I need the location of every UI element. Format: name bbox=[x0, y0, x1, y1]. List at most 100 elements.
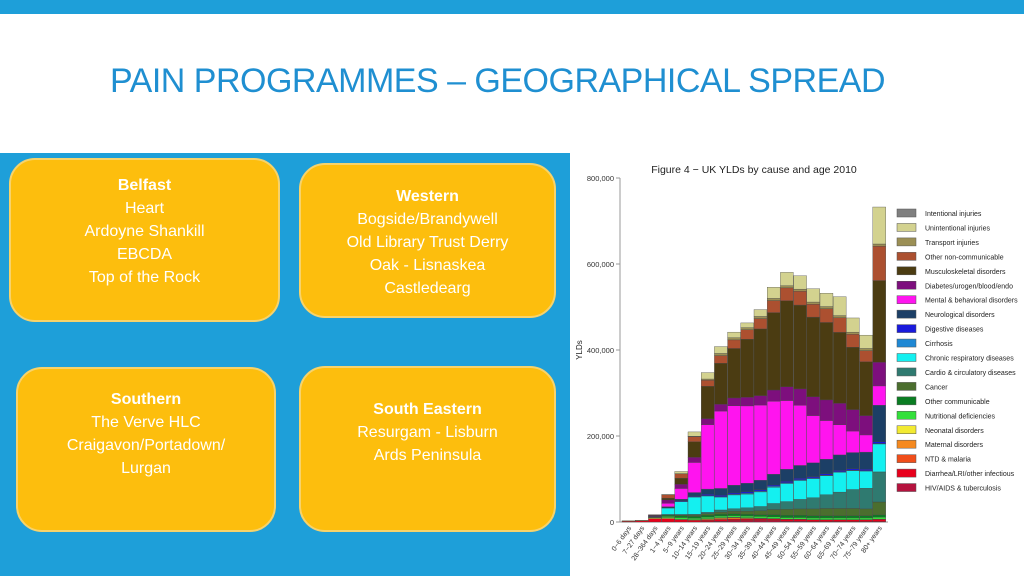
bar-segment bbox=[819, 399, 834, 421]
legend-swatch bbox=[896, 223, 917, 232]
bar-segment bbox=[753, 328, 768, 396]
bar-segment bbox=[727, 518, 741, 521]
bar-segment bbox=[819, 473, 834, 476]
bar-segment bbox=[753, 516, 768, 519]
bar-segment bbox=[793, 499, 807, 510]
bar-segment bbox=[701, 512, 715, 514]
bar-segment bbox=[833, 515, 847, 519]
bar-segment bbox=[767, 509, 781, 515]
legend-label: Maternal disorders bbox=[925, 442, 983, 449]
bar-segment bbox=[753, 316, 768, 319]
card-heading: Southern bbox=[110, 391, 182, 408]
bar-segment bbox=[767, 514, 781, 518]
bar-segment bbox=[806, 288, 820, 303]
bar-segment bbox=[714, 515, 728, 518]
bar-segment bbox=[727, 492, 741, 495]
bar-segment bbox=[648, 518, 662, 523]
card-western: Western Bogside/Brandywell Old Library T… bbox=[299, 163, 556, 318]
bar-segment bbox=[740, 491, 754, 494]
bar-segment bbox=[701, 494, 715, 496]
card-line: The Verve HLC bbox=[91, 414, 201, 431]
bar-segment bbox=[806, 316, 820, 397]
legend-label: Diarrhea/LRI/other infectious bbox=[925, 471, 1015, 478]
bar-segment bbox=[819, 322, 834, 401]
bar-segment bbox=[767, 389, 781, 402]
bar-segment bbox=[793, 304, 807, 390]
bar-segment bbox=[701, 495, 715, 513]
y-tick-label: 800,000 bbox=[587, 174, 614, 183]
legend-swatch bbox=[896, 468, 917, 478]
bar-segment bbox=[806, 462, 820, 477]
legend-swatch bbox=[896, 266, 917, 276]
card-heading: South Eastern bbox=[373, 401, 482, 418]
bar-segment bbox=[727, 405, 741, 486]
bar-segment bbox=[767, 520, 781, 523]
bar-segment bbox=[714, 346, 728, 354]
bar-segment bbox=[806, 478, 820, 498]
card-line: Castledearg bbox=[384, 280, 471, 297]
bar-segment bbox=[753, 480, 768, 490]
bar-segment bbox=[793, 515, 807, 518]
bar-segment bbox=[846, 430, 860, 453]
bar-segment bbox=[859, 361, 873, 416]
bar-segment bbox=[767, 486, 781, 504]
bar-segment bbox=[714, 488, 728, 496]
bar-segment bbox=[833, 454, 847, 471]
card-line: EBCDA bbox=[116, 246, 173, 263]
bar-segment bbox=[859, 508, 873, 516]
bar-segment bbox=[872, 443, 886, 473]
bar-segment bbox=[859, 434, 873, 453]
card-southern: Southern The Verve HLC Craigavon/Portado… bbox=[16, 367, 276, 532]
bar-segment bbox=[740, 339, 754, 398]
bar-segment bbox=[780, 400, 794, 470]
bar-segment bbox=[687, 516, 702, 519]
bar-segment bbox=[833, 403, 847, 425]
bar-segment bbox=[819, 519, 834, 522]
bar-segment bbox=[740, 327, 754, 330]
bar-segment bbox=[806, 415, 820, 464]
bar-segment bbox=[872, 501, 886, 516]
bar-segment bbox=[701, 372, 715, 380]
bar-segment bbox=[740, 515, 754, 518]
bar-segment bbox=[819, 517, 834, 520]
bar-segment bbox=[859, 470, 873, 489]
bar-segment bbox=[753, 518, 768, 521]
bar-segment bbox=[780, 515, 794, 518]
bar-segment bbox=[753, 514, 768, 517]
bar-segment bbox=[674, 517, 688, 520]
bar-segment bbox=[674, 499, 688, 502]
bar-segment bbox=[872, 519, 886, 522]
legend-label: Nutritional deficiencies bbox=[925, 413, 996, 420]
chart-figure: Figure 4 − UK YLDs by cause and age 2010… bbox=[570, 148, 1024, 576]
card-line: Heart bbox=[124, 200, 165, 217]
bar-segment bbox=[780, 509, 794, 516]
legend-swatch bbox=[896, 208, 917, 218]
bar-segment bbox=[753, 506, 768, 511]
bar-segment bbox=[727, 520, 741, 523]
bar-segment bbox=[819, 306, 834, 309]
chart-title: Figure 4 − UK YLDs by cause and age 2010 bbox=[651, 164, 857, 176]
bar-segment bbox=[793, 508, 807, 516]
bar-segment bbox=[767, 298, 781, 301]
bar-segment bbox=[833, 470, 847, 472]
bar-segment bbox=[872, 362, 886, 387]
legend-label: Digestive diseases bbox=[925, 327, 984, 334]
legend-swatch bbox=[896, 439, 917, 449]
bar-segment bbox=[727, 517, 741, 520]
bar-segment bbox=[819, 293, 834, 307]
card-line: Top of the Rock bbox=[88, 269, 201, 286]
bar-segment bbox=[714, 519, 728, 522]
bar-segment bbox=[846, 468, 860, 471]
legend-label: Cirrhosis bbox=[925, 341, 953, 348]
bar-segment bbox=[674, 519, 688, 523]
card-line: Ardoyne Shankill bbox=[84, 223, 205, 240]
y-tick-label: 600,000 bbox=[587, 260, 614, 269]
bar-segment bbox=[846, 347, 860, 410]
y-tick-label: 0 bbox=[610, 518, 614, 527]
bar-segment bbox=[780, 519, 794, 522]
bar-segment bbox=[780, 469, 794, 482]
bar-segment bbox=[687, 462, 702, 493]
legend-swatch bbox=[896, 353, 917, 362]
bar-segment bbox=[661, 516, 675, 518]
bar-segment bbox=[727, 515, 741, 518]
